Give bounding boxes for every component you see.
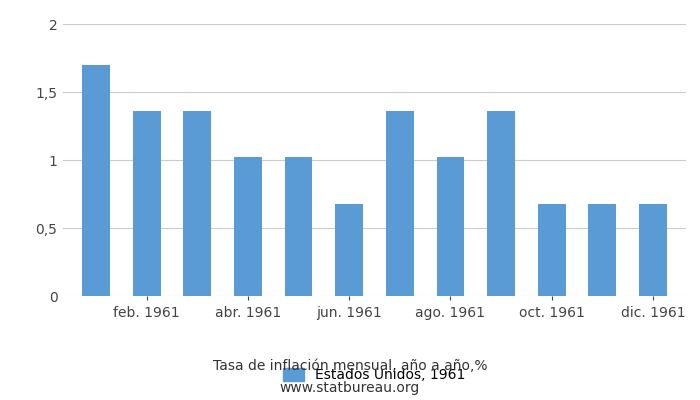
Bar [82, 65, 110, 296]
Bar [234, 157, 262, 296]
Legend: Estados Unidos, 1961: Estados Unidos, 1961 [278, 363, 471, 388]
Bar [132, 111, 160, 296]
Bar [487, 111, 515, 296]
Bar [639, 204, 667, 296]
Bar [589, 204, 617, 296]
Bar [437, 157, 464, 296]
Bar [285, 157, 312, 296]
Text: www.statbureau.org: www.statbureau.org [280, 381, 420, 395]
Bar [335, 204, 363, 296]
Bar [386, 111, 414, 296]
Text: Tasa de inflación mensual, año a año,%: Tasa de inflación mensual, año a año,% [213, 359, 487, 373]
Bar [538, 204, 566, 296]
Bar [183, 111, 211, 296]
